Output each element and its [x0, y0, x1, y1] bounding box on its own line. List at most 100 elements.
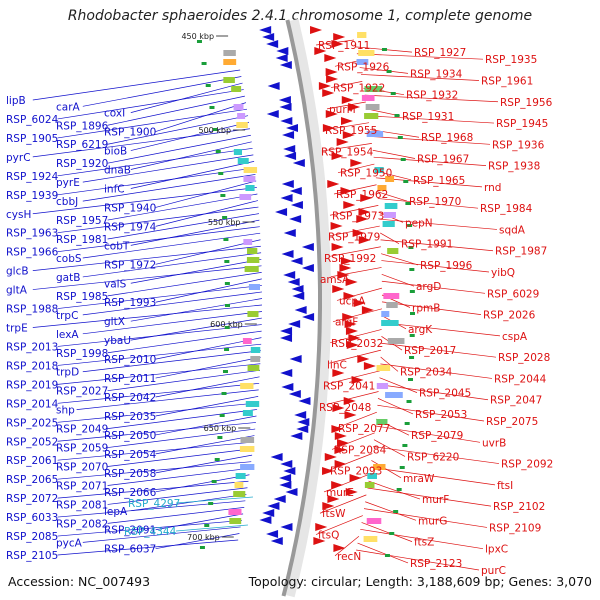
reverse-gene-label: valS — [104, 278, 127, 290]
gc-skew-mark — [204, 524, 210, 527]
reverse-gene-label: trpE — [6, 323, 28, 335]
reverse-gene-label: carA — [56, 101, 81, 113]
reverse-gene-label: RSP_2011 — [104, 373, 156, 385]
leader-line — [107, 507, 245, 524]
leader-line — [360, 74, 480, 81]
forward-gene-label: RSP_2044 — [494, 373, 547, 385]
reverse-gene-label: lexA — [56, 329, 79, 341]
reverse-gene-label: RSP_6219 — [56, 139, 108, 151]
forward-gene-label: RSP_2028 — [498, 352, 550, 364]
reverse-gene-label: lipB — [6, 95, 26, 107]
reverse-gene-label: RSP_2050 — [104, 430, 156, 442]
leader-line — [107, 134, 251, 164]
forward-annotation-box — [374, 167, 384, 173]
leader-line — [155, 356, 261, 379]
reverse-gene-arrow — [287, 278, 300, 286]
rna-gene-label: RSP_4344 — [124, 526, 177, 538]
gc-skew-mark — [224, 260, 230, 263]
leader-line — [377, 191, 408, 202]
leader-line — [32, 69, 241, 101]
leader-line — [326, 101, 366, 110]
reverse-annotation-box — [244, 266, 259, 272]
forward-gene-arrow — [340, 117, 353, 125]
forward-annotation-box — [385, 176, 395, 182]
reverse-gene-label: dnaB — [104, 165, 131, 177]
reverse-gene-arrow — [282, 131, 295, 139]
leader-line — [334, 535, 360, 557]
leader-line — [57, 520, 242, 537]
forward-gene-label: argK — [408, 324, 433, 336]
leader-line — [82, 350, 261, 373]
forward-gene-label: RSP_2093 — [330, 466, 382, 478]
leader-line — [328, 329, 382, 344]
gc-skew-mark — [199, 546, 205, 549]
leader-line — [107, 213, 259, 240]
reverse-gene-label: RSP_1972 — [104, 259, 156, 271]
reverse-annotation-box — [231, 86, 242, 92]
leader-line — [32, 187, 257, 215]
gc-skew-mark — [196, 40, 202, 43]
leader-line — [381, 280, 486, 294]
forward-gene-arrow — [337, 439, 350, 447]
gc-skew-mark — [384, 554, 390, 557]
reverse-gene-label: glcB — [6, 266, 29, 278]
forward-gene-arrow — [346, 341, 359, 349]
reverse-annotation-box — [247, 365, 260, 371]
leader-line — [379, 377, 418, 393]
forward-annotation-box — [361, 95, 375, 101]
leader-line — [57, 108, 248, 139]
forward-gene-label: RSP_2084 — [334, 444, 387, 456]
leader-line — [155, 102, 247, 132]
leader-line — [155, 278, 262, 303]
forward-gene-label: RSP_2109 — [489, 522, 541, 534]
forward-gene-label: RSP_1962 — [336, 189, 388, 201]
reverse-gene-arrow — [301, 243, 314, 251]
leader-line — [107, 428, 256, 448]
accession-text: Accession: NC_007493 — [8, 574, 151, 589]
forward-gene-arrow — [344, 320, 357, 328]
position-label: 450 kbp — [181, 32, 214, 41]
forward-gene-arrow — [331, 425, 344, 433]
gc-skew-mark — [209, 106, 215, 109]
leader-line — [107, 409, 258, 429]
forward-annotation-box — [383, 212, 396, 218]
forward-gene-label: RSP_1965 — [413, 175, 465, 187]
reverse-gene-arrow — [280, 194, 293, 202]
gc-skew-mark — [405, 202, 411, 205]
reverse-gene-arrow — [281, 180, 294, 188]
forward-annotation-box — [383, 293, 400, 299]
forward-gene-label: RSP_1954 — [321, 146, 374, 158]
forward-gene-label: linC — [327, 359, 347, 371]
forward-gene-arrow — [353, 299, 366, 307]
reverse-gene-label: RSP_2085 — [6, 531, 58, 543]
leader-line — [130, 161, 255, 189]
leader-line — [380, 356, 399, 372]
reverse-gene-arrow — [266, 530, 279, 538]
reverse-gene-arrow — [281, 383, 294, 391]
forward-gene-label: RSP_2047 — [490, 395, 542, 407]
forward-annotation-box — [366, 518, 382, 524]
leader-line — [155, 180, 257, 208]
reverse-annotation-box — [242, 410, 253, 416]
leader-line — [155, 513, 244, 531]
reverse-annotation-box — [234, 482, 244, 488]
reverse-gene-label: RSP_1998 — [56, 348, 108, 360]
forward-gene-arrow — [322, 502, 335, 510]
leader-line — [324, 349, 382, 365]
reverse-gene-arrow — [266, 110, 279, 118]
leader-line — [57, 226, 260, 253]
reverse-gene-label: RSP_1939 — [6, 190, 58, 202]
reverse-gene-arrow — [290, 432, 303, 440]
forward-gene-label: argD — [416, 281, 441, 293]
forward-gene-arrow — [358, 236, 371, 244]
reverse-gene-label: RSP_2071 — [56, 480, 108, 492]
reverse-gene-label: RSP_2059 — [56, 443, 108, 455]
forward-annotation-box — [381, 320, 399, 326]
reverse-gene-label: RSP_2061 — [6, 455, 58, 467]
forward-gene-arrow — [322, 467, 335, 475]
reverse-gene-arrow — [292, 292, 305, 300]
reverse-gene-label: infC — [104, 183, 125, 195]
reverse-gene-arrow — [297, 418, 310, 426]
leader-line — [381, 322, 501, 337]
forward-gene-arrow — [343, 201, 356, 209]
